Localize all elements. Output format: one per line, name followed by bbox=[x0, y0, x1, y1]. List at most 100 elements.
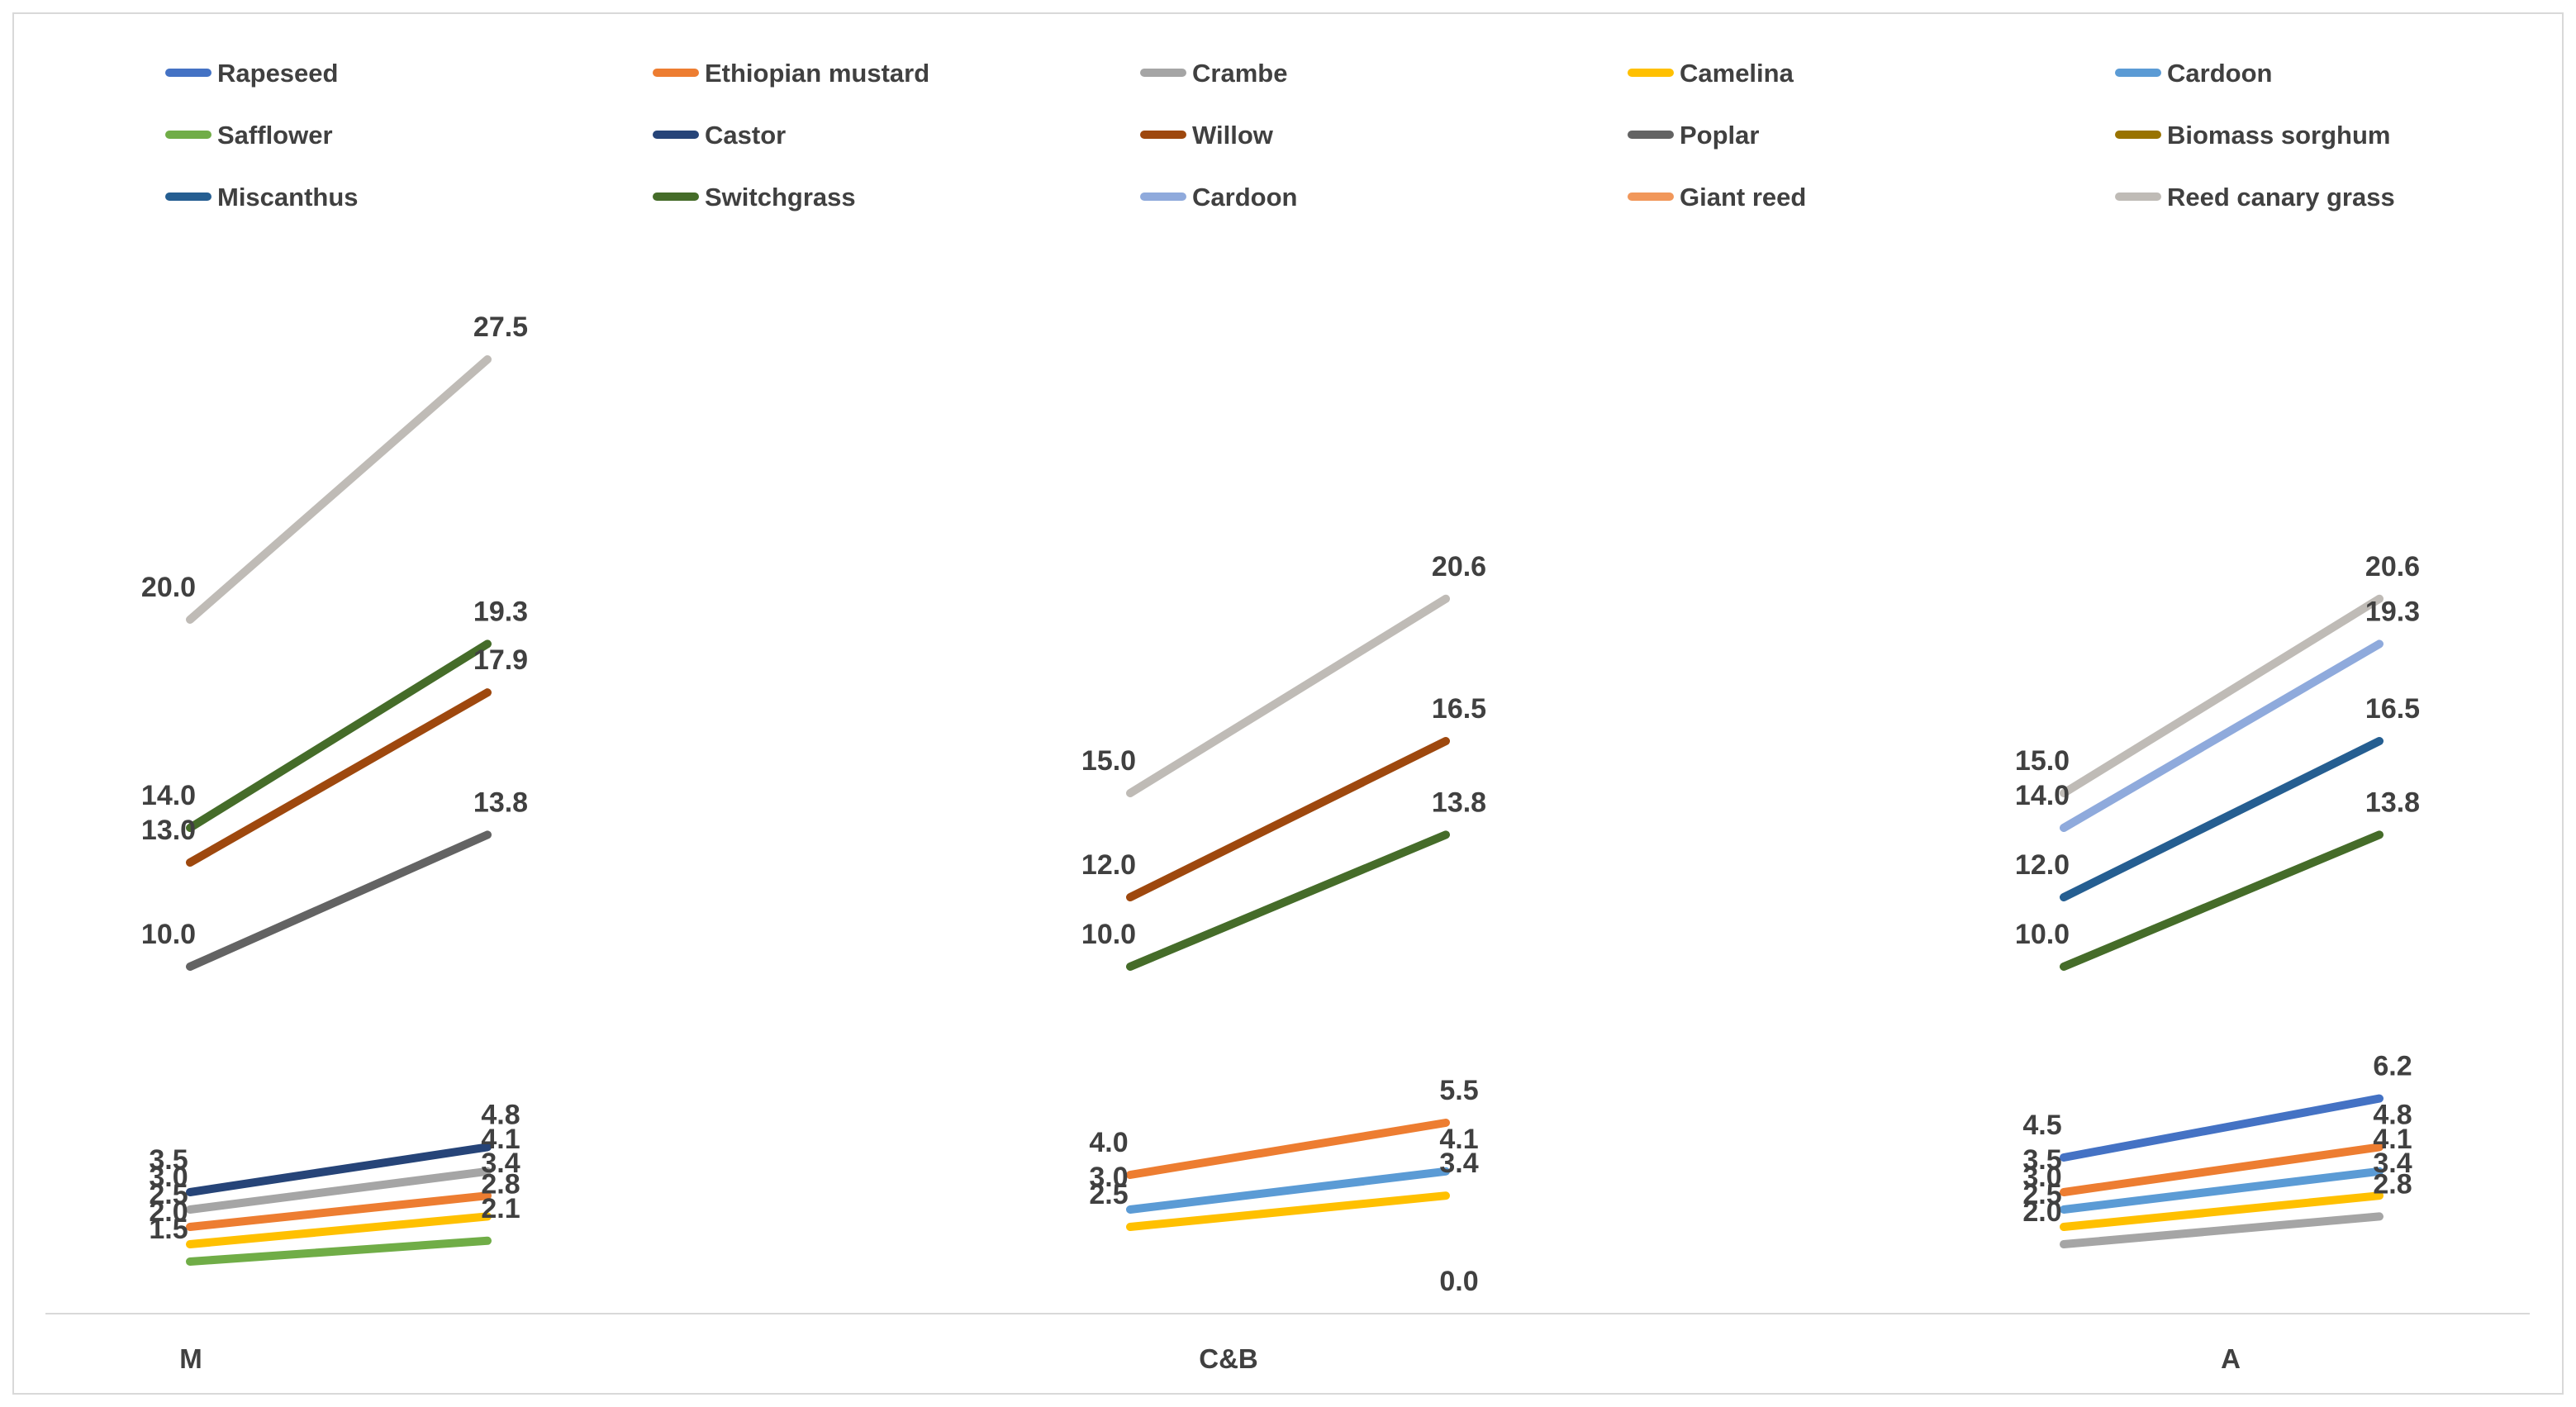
data-label-start-label-reed-canary-grass-c-b: 15.0 bbox=[1081, 745, 1136, 777]
data-label-start-label-camelina-m: 2.0 bbox=[149, 1196, 188, 1228]
data-label-end-label-crambe-a: 2.8 bbox=[2373, 1168, 2412, 1200]
data-label-end-label-castor-m: 4.8 bbox=[481, 1099, 520, 1130]
legend-label-cardoon: Cardoon bbox=[1192, 183, 1297, 212]
data-label-end-label-ethiopian-mustard-m: 3.4 bbox=[481, 1148, 520, 1179]
data-label-start-label-crambe-a: 2.0 bbox=[2022, 1196, 2061, 1228]
data-label-end-label-switchgrass-c-b: 13.8 bbox=[1432, 787, 1486, 818]
legend-label-willow: Willow bbox=[1192, 121, 1274, 150]
series-line-switchgrass-a bbox=[2060, 830, 2384, 971]
legend-item-cardoon-4: Cardoon bbox=[2115, 59, 2272, 88]
series-line-crambe-a bbox=[2060, 1212, 2384, 1248]
series-line-ethiopian-mustard-m bbox=[186, 1191, 492, 1231]
legend-label-ethiopian-mustard: Ethiopian mustard bbox=[705, 59, 929, 88]
legend-item-poplar-8: Poplar bbox=[1628, 121, 1759, 150]
series-line-camelina-c-b bbox=[1126, 1191, 1450, 1231]
data-label-end-label-camelina-a: 3.4 bbox=[2373, 1148, 2412, 1179]
legend-label-switchgrass: Switchgrass bbox=[705, 183, 856, 212]
data-label-end-label-switchgrass-a: 13.8 bbox=[2365, 787, 2420, 818]
legend-item-ethiopian-mustard-1: Ethiopian mustard bbox=[653, 59, 929, 88]
data-label-start-label-miscanthus-a: 12.0 bbox=[2015, 849, 2070, 881]
series-line-castor-m bbox=[186, 1143, 492, 1196]
legend-item-miscanthus-10: Miscanthus bbox=[165, 183, 359, 212]
series-line-camelina-m bbox=[186, 1212, 492, 1248]
data-label-start-label-cardoon-a: 3.0 bbox=[2022, 1162, 2061, 1193]
data-label-end-label-reed-canary-grass-c-b: 20.6 bbox=[1432, 551, 1486, 582]
data-label-start-label-castor-m: 3.5 bbox=[149, 1144, 188, 1176]
legend-item-biomass-sorghum-9: Biomass sorghum bbox=[2115, 121, 2390, 150]
legend-item-cardoon-12: Cardoon bbox=[1140, 183, 1297, 212]
data-label-end-label-willow-c-b: 16.5 bbox=[1432, 693, 1486, 725]
legend-label-miscanthus: Miscanthus bbox=[217, 183, 359, 212]
series-line-rapeseed-a bbox=[2060, 1094, 2384, 1162]
data-label-start-label-willow-m: 13.0 bbox=[141, 815, 196, 846]
data-label-start-label-switchgrass-m: 14.0 bbox=[141, 780, 196, 811]
data-label-start-label-cardoon-a: 14.0 bbox=[2015, 780, 2070, 811]
data-label-end-label-switchgrass-m: 19.3 bbox=[473, 596, 528, 627]
data-label-end-label-ethiopian-mustard-c-b: 5.5 bbox=[1439, 1075, 1478, 1106]
data-label-start-label-camelina-c-b: 2.5 bbox=[1089, 1179, 1128, 1210]
data-label-start-label-ethiopian-mustard-c-b: 4.0 bbox=[1089, 1127, 1128, 1158]
data-label-start-label-reed-canary-grass-m: 20.0 bbox=[141, 572, 196, 603]
legend-label-rapeseed: Rapeseed bbox=[217, 59, 338, 88]
data-label-start-label-switchgrass-c-b: 10.0 bbox=[1081, 919, 1136, 950]
data-label-start-label-poplar-m: 10.0 bbox=[141, 919, 196, 950]
x-axis-category-label: M bbox=[179, 1343, 202, 1374]
legend-item-reed-canary-grass-14: Reed canary grass bbox=[2115, 183, 2395, 212]
legend-label-reed-canary-grass: Reed canary grass bbox=[2167, 183, 2395, 212]
data-label-end-label-cardoon-a: 19.3 bbox=[2365, 596, 2420, 627]
data-label-end-label-reed-canary-grass-a: 20.6 bbox=[2365, 551, 2420, 582]
series-line-miscanthus-a bbox=[2060, 737, 2384, 901]
legend-item-safflower-5: Safflower bbox=[165, 121, 333, 150]
data-label-start-label-willow-c-b: 12.0 bbox=[1081, 849, 1136, 881]
data-label-start-label-cardoon-c-b: 3.0 bbox=[1089, 1162, 1128, 1193]
data-label-start-label-reed-canary-grass-a: 15.0 bbox=[2015, 745, 2070, 777]
data-label-end-label-giant-reed-c-b: 0.0 bbox=[1439, 1266, 1478, 1297]
data-label-end-label-poplar-m: 13.8 bbox=[473, 787, 528, 818]
data-label-end-label-safflower-m: 2.1 bbox=[481, 1193, 520, 1224]
legend-label-castor: Castor bbox=[705, 121, 786, 150]
legend-label-cardoon: Cardoon bbox=[2167, 59, 2272, 88]
legend-item-crambe-2: Crambe bbox=[1140, 59, 1287, 88]
series-line-willow-m bbox=[186, 688, 492, 867]
data-label-start-label-switchgrass-a: 10.0 bbox=[2015, 919, 2070, 950]
data-label-end-label-camelina-m: 2.8 bbox=[481, 1168, 520, 1200]
series-line-crambe-m bbox=[186, 1167, 492, 1214]
series-line-reed-canary-grass-a bbox=[2060, 594, 2384, 797]
legend-label-poplar: Poplar bbox=[1680, 121, 1759, 150]
legend-item-camelina-3: Camelina bbox=[1628, 59, 1794, 88]
data-label-end-label-cardoon-a: 4.1 bbox=[2373, 1124, 2412, 1155]
series-line-willow-c-b bbox=[1126, 737, 1450, 901]
data-label-end-label-camelina-c-b: 3.4 bbox=[1439, 1148, 1478, 1179]
legend-label-safflower: Safflower bbox=[217, 121, 333, 150]
data-label-end-label-willow-m: 17.9 bbox=[473, 644, 528, 676]
legend-label-biomass-sorghum: Biomass sorghum bbox=[2167, 121, 2390, 150]
series-line-safflower-m bbox=[186, 1236, 492, 1266]
chart-border bbox=[12, 12, 2564, 1395]
series-line-poplar-m bbox=[186, 830, 492, 971]
data-label-end-label-cardoon-c-b: 4.1 bbox=[1439, 1124, 1478, 1155]
legend-item-willow-7: Willow bbox=[1140, 121, 1274, 150]
series-line-reed-canary-grass-c-b bbox=[1126, 594, 1450, 797]
data-label-end-label-miscanthus-a: 16.5 bbox=[2365, 693, 2420, 725]
x-axis-category-label: A bbox=[2221, 1343, 2241, 1374]
data-label-start-label-camelina-a: 2.5 bbox=[2022, 1179, 2061, 1210]
data-label-end-label-crambe-m: 4.1 bbox=[481, 1124, 520, 1155]
series-line-ethiopian-mustard-a bbox=[2060, 1143, 2384, 1196]
legend-label-camelina: Camelina bbox=[1680, 59, 1794, 88]
series-line-switchgrass-m bbox=[186, 639, 492, 832]
data-label-start-label-safflower-m: 1.5 bbox=[149, 1214, 188, 1245]
legend-label-crambe: Crambe bbox=[1192, 59, 1287, 88]
data-label-end-label-rapeseed-a: 6.2 bbox=[2373, 1051, 2412, 1082]
legend-label-giant-reed: Giant reed bbox=[1680, 183, 1806, 212]
legend-item-rapeseed-0: Rapeseed bbox=[165, 59, 338, 88]
series-line-reed-canary-grass-m bbox=[186, 355, 492, 624]
legend-item-giant-reed-13: Giant reed bbox=[1628, 183, 1806, 212]
data-label-end-label-reed-canary-grass-m: 27.5 bbox=[473, 311, 528, 343]
data-label-end-label-ethiopian-mustard-a: 4.8 bbox=[2373, 1099, 2412, 1130]
legend-item-castor-6: Castor bbox=[653, 121, 786, 150]
x-axis-category-label: C&B bbox=[1199, 1343, 1258, 1374]
series-line-camelina-a bbox=[2060, 1191, 2384, 1231]
